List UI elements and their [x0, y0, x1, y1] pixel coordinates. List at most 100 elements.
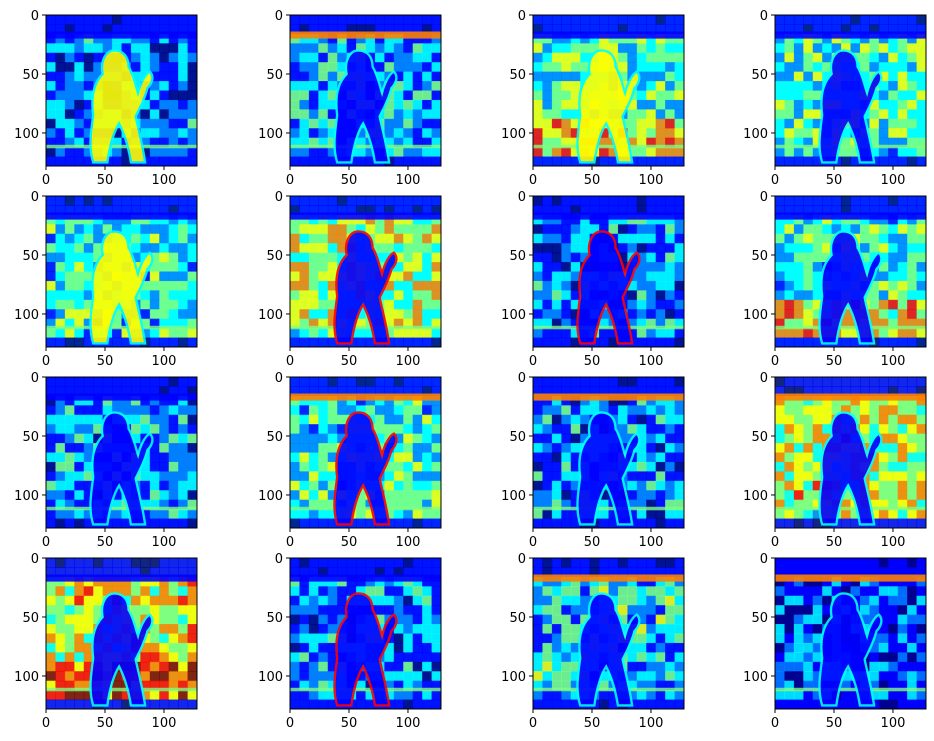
y-tick-label: 50 — [22, 430, 39, 445]
y-tick-label: 0 — [31, 552, 39, 567]
heatmap-panel-1: 0 50 100 0 50 100 — [14, 9, 198, 188]
y-tick-label: 50 — [751, 249, 768, 264]
y-tick-label: 50 — [22, 68, 39, 83]
heatmap-image — [533, 15, 684, 166]
x-tick-label: 0 — [42, 354, 50, 369]
heatmap-panel-8: 0 50 100 0 50 100 — [743, 190, 927, 369]
y-tick-label: 50 — [266, 611, 283, 626]
y-tick-label: 50 — [509, 430, 526, 445]
heatmap-image — [46, 558, 197, 709]
x-tick-label: 100 — [396, 535, 421, 550]
heatmap-panel-13: 0 50 100 0 50 100 — [14, 552, 198, 731]
y-tick-label: 50 — [751, 430, 768, 445]
axes-frame — [45, 557, 198, 710]
axes-frame — [532, 557, 685, 710]
y-tick-label: 50 — [509, 611, 526, 626]
heatmap-image — [46, 196, 197, 347]
x-tick-label: 50 — [584, 354, 601, 369]
y-tick-label: 0 — [275, 190, 283, 205]
y-tick-label: 100 — [743, 308, 768, 323]
heatmap-panel-3: 0 50 100 0 50 100 — [501, 9, 685, 188]
axes-frame — [289, 195, 442, 348]
x-tick-label: 100 — [881, 535, 906, 550]
axes-frame — [289, 14, 442, 167]
y-tick-label: 50 — [22, 249, 39, 264]
heatmap-image — [290, 196, 441, 347]
x-tick-label: 50 — [97, 535, 114, 550]
heatmap-panel-7: 0 50 100 0 50 100 — [501, 190, 685, 369]
x-tick-label: 50 — [341, 354, 358, 369]
y-tick-label: 100 — [258, 127, 283, 142]
x-tick-label: 100 — [881, 716, 906, 731]
y-tick-label: 100 — [501, 670, 526, 685]
y-tick-label: 0 — [760, 9, 768, 24]
heatmap-image — [290, 558, 441, 709]
y-tick-label: 0 — [31, 190, 39, 205]
x-tick-label: 100 — [639, 716, 664, 731]
x-tick-label: 0 — [529, 716, 537, 731]
axes-frame — [45, 376, 198, 529]
y-tick-label: 100 — [743, 489, 768, 504]
x-tick-label: 100 — [152, 535, 177, 550]
y-tick-label: 0 — [518, 552, 526, 567]
y-tick-label: 0 — [31, 371, 39, 386]
y-tick-label: 100 — [258, 489, 283, 504]
y-tick-label: 0 — [518, 9, 526, 24]
heatmap-image — [290, 377, 441, 528]
x-tick-label: 50 — [97, 354, 114, 369]
x-tick-label: 100 — [396, 173, 421, 188]
x-tick-label: 0 — [286, 716, 294, 731]
x-tick-label: 50 — [826, 173, 843, 188]
y-tick-label: 0 — [760, 552, 768, 567]
y-tick-label: 100 — [14, 308, 39, 323]
heatmap-image — [46, 15, 197, 166]
axes-frame — [45, 195, 198, 348]
y-tick-label: 0 — [275, 371, 283, 386]
heatmap-panel-15: 0 50 100 0 50 100 — [501, 552, 685, 731]
x-tick-label: 50 — [826, 716, 843, 731]
x-tick-label: 100 — [881, 354, 906, 369]
x-tick-label: 50 — [826, 354, 843, 369]
x-tick-label: 50 — [584, 535, 601, 550]
x-tick-label: 100 — [152, 354, 177, 369]
heatmap-panel-2: 0 50 100 0 50 100 — [258, 9, 442, 188]
heatmap-image — [290, 15, 441, 166]
y-tick-label: 50 — [509, 249, 526, 264]
x-tick-label: 100 — [396, 716, 421, 731]
y-tick-label: 100 — [14, 127, 39, 142]
y-tick-label: 100 — [743, 127, 768, 142]
heatmap-panel-14: 0 50 100 0 50 100 — [258, 552, 442, 731]
axes-frame — [532, 14, 685, 167]
y-tick-label: 50 — [751, 611, 768, 626]
y-tick-label: 100 — [14, 489, 39, 504]
y-tick-label: 100 — [14, 670, 39, 685]
x-tick-label: 50 — [341, 716, 358, 731]
y-tick-label: 100 — [501, 489, 526, 504]
y-tick-label: 50 — [751, 68, 768, 83]
x-tick-label: 0 — [42, 535, 50, 550]
x-tick-label: 0 — [771, 535, 779, 550]
axes-frame — [532, 195, 685, 348]
y-tick-label: 50 — [22, 611, 39, 626]
y-tick-label: 0 — [31, 9, 39, 24]
y-tick-label: 50 — [266, 68, 283, 83]
y-tick-label: 100 — [501, 308, 526, 323]
x-tick-label: 50 — [584, 716, 601, 731]
axes-frame — [45, 14, 198, 167]
axes-frame — [289, 557, 442, 710]
x-tick-label: 0 — [286, 354, 294, 369]
heatmap-panel-12: 0 50 100 0 50 100 — [743, 371, 927, 550]
x-tick-label: 50 — [341, 173, 358, 188]
heatmap-panel-10: 0 50 100 0 50 100 — [258, 371, 442, 550]
y-tick-label: 0 — [760, 190, 768, 205]
x-tick-label: 50 — [826, 535, 843, 550]
y-tick-label: 50 — [266, 430, 283, 445]
heatmap-image — [533, 377, 684, 528]
y-tick-label: 0 — [275, 552, 283, 567]
x-tick-label: 50 — [97, 173, 114, 188]
x-tick-label: 100 — [639, 535, 664, 550]
y-tick-label: 100 — [501, 127, 526, 142]
x-tick-label: 100 — [152, 716, 177, 731]
x-tick-label: 0 — [529, 173, 537, 188]
